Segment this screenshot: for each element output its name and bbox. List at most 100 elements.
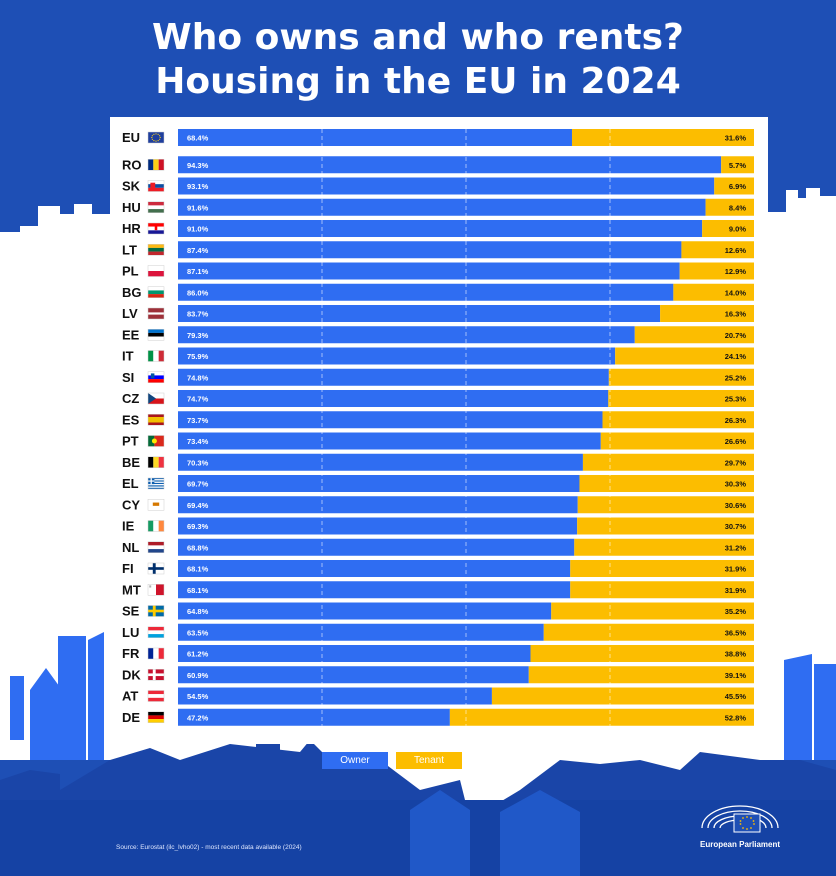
tenant-value-label: 14.0% bbox=[725, 288, 747, 297]
tenant-value-label: 29.7% bbox=[725, 458, 747, 467]
publisher-name: European Parliament bbox=[699, 840, 781, 849]
owner-bar-fi bbox=[178, 560, 571, 577]
owner-bar-hr bbox=[178, 220, 703, 237]
finland-flag-icon bbox=[147, 562, 165, 575]
tenant-bar-dk bbox=[528, 666, 754, 684]
tenant-value-label: 24.1% bbox=[725, 352, 747, 361]
tenant-bar-cy bbox=[577, 496, 754, 514]
owner-value-label: 87.1% bbox=[187, 267, 209, 276]
owner-value-label: 93.1% bbox=[187, 182, 209, 191]
owner-bar-lv bbox=[178, 305, 661, 322]
tenant-value-label: 25.2% bbox=[725, 373, 747, 382]
legend-tenant: Tenant bbox=[396, 752, 462, 769]
estonia-flag-icon bbox=[147, 329, 165, 341]
owner-value-label: 91.6% bbox=[187, 203, 209, 212]
country-label-ro: RO bbox=[122, 157, 142, 172]
owner-bar-bg bbox=[178, 283, 674, 301]
tenant-value-label: 30.7% bbox=[725, 522, 747, 531]
country-label-dk: DK bbox=[122, 667, 141, 682]
tenant-value-label: 12.9% bbox=[725, 267, 747, 276]
country-label-sk: SK bbox=[122, 179, 141, 194]
chart-title: Who owns and who rents? Housing in the E… bbox=[0, 16, 836, 104]
tenant-bar-be bbox=[582, 453, 754, 471]
country-label-bg: BG bbox=[122, 285, 142, 300]
denmark-flag-icon bbox=[147, 669, 165, 681]
legend-owner: Owner bbox=[322, 752, 388, 769]
owner-value-label: 63.5% bbox=[187, 628, 209, 637]
malta-flag-icon bbox=[147, 584, 165, 596]
tenant-bar-es bbox=[602, 411, 754, 429]
tenant-bar-ro bbox=[721, 156, 754, 174]
source-note: Source: Eurostat (ilc_lvho02) - most rec… bbox=[116, 844, 302, 851]
owner-bar-fr bbox=[178, 645, 531, 662]
owner-bar-es bbox=[178, 411, 603, 429]
tenant-value-label: 9.0% bbox=[729, 225, 746, 234]
tenant-bar-nl bbox=[574, 538, 754, 556]
tenant-bar-hu bbox=[705, 198, 754, 216]
country-label-mt: MT bbox=[122, 582, 141, 597]
tenant-bar-se bbox=[551, 602, 754, 620]
tenant-bar-de bbox=[449, 708, 754, 726]
owner-value-label: 75.9% bbox=[187, 352, 209, 361]
owner-value-label: 60.9% bbox=[187, 671, 209, 680]
belgium-flag-icon bbox=[147, 456, 165, 468]
tenant-value-label: 26.3% bbox=[725, 416, 747, 425]
tenant-bar-bg bbox=[673, 283, 754, 301]
tenant-bar-fr bbox=[530, 645, 754, 662]
tenant-bar-hr bbox=[702, 220, 754, 237]
greece-flag-icon bbox=[147, 477, 165, 490]
lithuania-flag-icon bbox=[147, 244, 165, 256]
owner-value-label: 73.4% bbox=[187, 437, 209, 446]
country-label-it: IT bbox=[122, 349, 134, 364]
tenant-value-label: 31.6% bbox=[725, 134, 747, 143]
european-parliament-logo-icon bbox=[701, 805, 779, 833]
tenant-value-label: 30.3% bbox=[725, 480, 747, 489]
tenant-value-label: 25.3% bbox=[725, 395, 747, 404]
tenant-value-label: 26.6% bbox=[725, 437, 747, 446]
cyprus-flag-icon bbox=[147, 499, 165, 511]
owner-bar-ro bbox=[178, 156, 722, 174]
tenant-value-label: 30.6% bbox=[725, 501, 747, 510]
owner-bar-hu bbox=[178, 198, 706, 216]
country-label-de: DE bbox=[122, 710, 140, 725]
owner-value-label: 69.7% bbox=[187, 480, 209, 489]
country-label-fi: FI bbox=[122, 561, 134, 576]
tenant-bar-ie bbox=[577, 517, 754, 535]
chart-panel: EU 68.4% 31.6% RO 94.3% 5.7% SK 93.1% 6.9% HU 91.6… bbox=[110, 117, 768, 744]
owner-value-label: 54.5% bbox=[187, 692, 209, 701]
owner-bar-be bbox=[178, 453, 583, 471]
owner-value-label: 47.2% bbox=[187, 713, 209, 722]
latvia-flag-icon bbox=[147, 307, 165, 320]
eu-flag-icon bbox=[147, 131, 165, 144]
tenant-bar-ee bbox=[634, 326, 754, 344]
owner-bar-mt bbox=[178, 581, 571, 599]
owner-value-label: 91.0% bbox=[187, 225, 209, 234]
country-label-es: ES bbox=[122, 412, 140, 427]
owner-value-label: 73.7% bbox=[187, 416, 209, 425]
tenant-bar-lt bbox=[681, 241, 754, 259]
tenant-bar-fi bbox=[570, 560, 754, 577]
country-label-lt: LT bbox=[122, 242, 137, 257]
tenant-value-label: 16.3% bbox=[725, 310, 747, 319]
tenant-bar-sk bbox=[714, 177, 754, 195]
tenant-value-label: 5.7% bbox=[729, 161, 746, 170]
tenant-value-label: 6.9% bbox=[729, 182, 746, 191]
owner-value-label: 87.4% bbox=[187, 246, 209, 255]
country-label-pt: PT bbox=[122, 434, 139, 449]
tenant-bar-lv bbox=[660, 305, 754, 322]
country-label-cz: CZ bbox=[122, 391, 139, 406]
tenant-value-label: 12.6% bbox=[725, 246, 747, 255]
tenant-bar-pt bbox=[600, 432, 754, 450]
country-label-lu: LU bbox=[122, 625, 139, 640]
bulgaria-flag-icon bbox=[147, 286, 165, 298]
owner-bar-ie bbox=[178, 517, 578, 535]
owner-bar-nl bbox=[178, 538, 575, 556]
tenant-value-label: 31.9% bbox=[725, 586, 747, 595]
romania-flag-icon bbox=[147, 159, 165, 171]
tenant-value-label: 52.8% bbox=[725, 713, 747, 722]
tenant-value-label: 31.2% bbox=[725, 543, 747, 552]
ireland-flag-icon bbox=[147, 520, 165, 532]
owner-value-label: 74.7% bbox=[187, 395, 209, 404]
czechia-flag-icon bbox=[147, 392, 165, 405]
owner-value-label: 61.2% bbox=[187, 650, 209, 659]
